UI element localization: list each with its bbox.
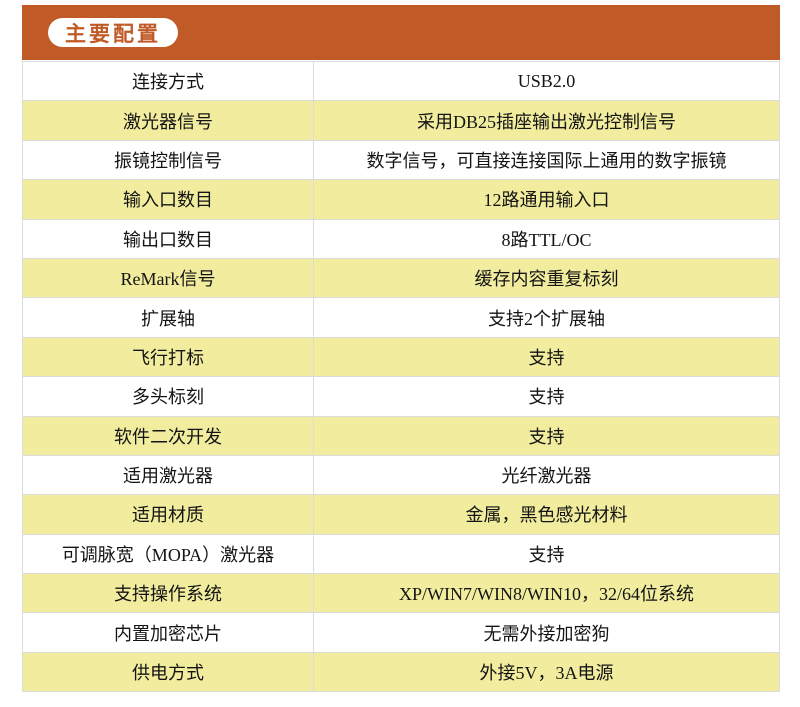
spec-label: 供电方式: [22, 651, 314, 693]
spec-value: 无需外接加密狗: [313, 612, 780, 653]
table-row: ReMark信号 缓存内容重复标刻: [22, 257, 780, 299]
spec-value: 数字信号，可直接连接国际上通用的数字振镜: [313, 139, 780, 181]
spec-value: 支持: [313, 336, 780, 378]
spec-value: USB2.0: [313, 60, 780, 102]
spec-label: 飞行打标: [22, 336, 314, 378]
table-row: 软件二次开发 支持: [22, 415, 780, 456]
spec-value: 支持: [313, 533, 780, 575]
spec-value: 光纤激光器: [313, 454, 780, 496]
spec-label: 软件二次开发: [22, 415, 314, 456]
spec-value: 8路TTL/OC: [313, 218, 780, 259]
table-row: 支持操作系统 XP/WIN7/WIN8/WIN10，32/64位系统: [22, 573, 780, 614]
spec-value: 支持2个扩展轴: [313, 297, 780, 338]
spec-label: 连接方式: [22, 60, 314, 102]
spec-value: 支持: [313, 415, 780, 456]
spec-value: 支持: [313, 376, 780, 417]
spec-value: 外接5V，3A电源: [313, 651, 780, 693]
table-row: 多头标刻 支持: [22, 376, 780, 417]
spec-label: 内置加密芯片: [22, 612, 314, 653]
spec-label: 输入口数目: [22, 179, 314, 220]
spec-panel: 主要配置 连接方式 USB2.0 激光器信号 采用DB25插座输出激光控制信号 …: [22, 5, 780, 693]
table-row: 输出口数目 8路TTL/OC: [22, 218, 780, 259]
section-title-pill: 主要配置: [48, 18, 178, 47]
spec-label: 振镜控制信号: [22, 139, 314, 181]
spec-table: 连接方式 USB2.0 激光器信号 采用DB25插座输出激光控制信号 振镜控制信…: [22, 60, 780, 693]
spec-label: ReMark信号: [22, 257, 314, 299]
spec-label: 支持操作系统: [22, 573, 314, 614]
table-row: 输入口数目 12路通用输入口: [22, 179, 780, 220]
spec-label: 多头标刻: [22, 376, 314, 417]
section-title: 主要配置: [65, 21, 161, 46]
table-row: 连接方式 USB2.0: [22, 60, 780, 102]
spec-value: 12路通用输入口: [313, 179, 780, 220]
section-header: 主要配置: [22, 5, 780, 60]
table-row: 供电方式 外接5V，3A电源: [22, 651, 780, 693]
spec-label: 适用材质: [22, 494, 314, 535]
table-row: 扩展轴 支持2个扩展轴: [22, 297, 780, 338]
table-row: 可调脉宽（MOPA）激光器 支持: [22, 533, 780, 575]
table-row: 内置加密芯片 无需外接加密狗: [22, 612, 780, 653]
table-row: 适用激光器 光纤激光器: [22, 454, 780, 496]
spec-value: XP/WIN7/WIN8/WIN10，32/64位系统: [313, 573, 780, 614]
spec-label: 适用激光器: [22, 454, 314, 496]
spec-label: 激光器信号: [22, 100, 314, 141]
table-row: 适用材质 金属，黑色感光材料: [22, 494, 780, 535]
table-row: 振镜控制信号 数字信号，可直接连接国际上通用的数字振镜: [22, 139, 780, 181]
spec-value: 缓存内容重复标刻: [313, 257, 780, 299]
spec-label: 输出口数目: [22, 218, 314, 259]
table-row: 激光器信号 采用DB25插座输出激光控制信号: [22, 100, 780, 141]
table-row: 飞行打标 支持: [22, 336, 780, 378]
spec-value: 金属，黑色感光材料: [313, 494, 780, 535]
spec-label: 扩展轴: [22, 297, 314, 338]
spec-value: 采用DB25插座输出激光控制信号: [313, 100, 780, 141]
spec-label: 可调脉宽（MOPA）激光器: [22, 533, 314, 575]
